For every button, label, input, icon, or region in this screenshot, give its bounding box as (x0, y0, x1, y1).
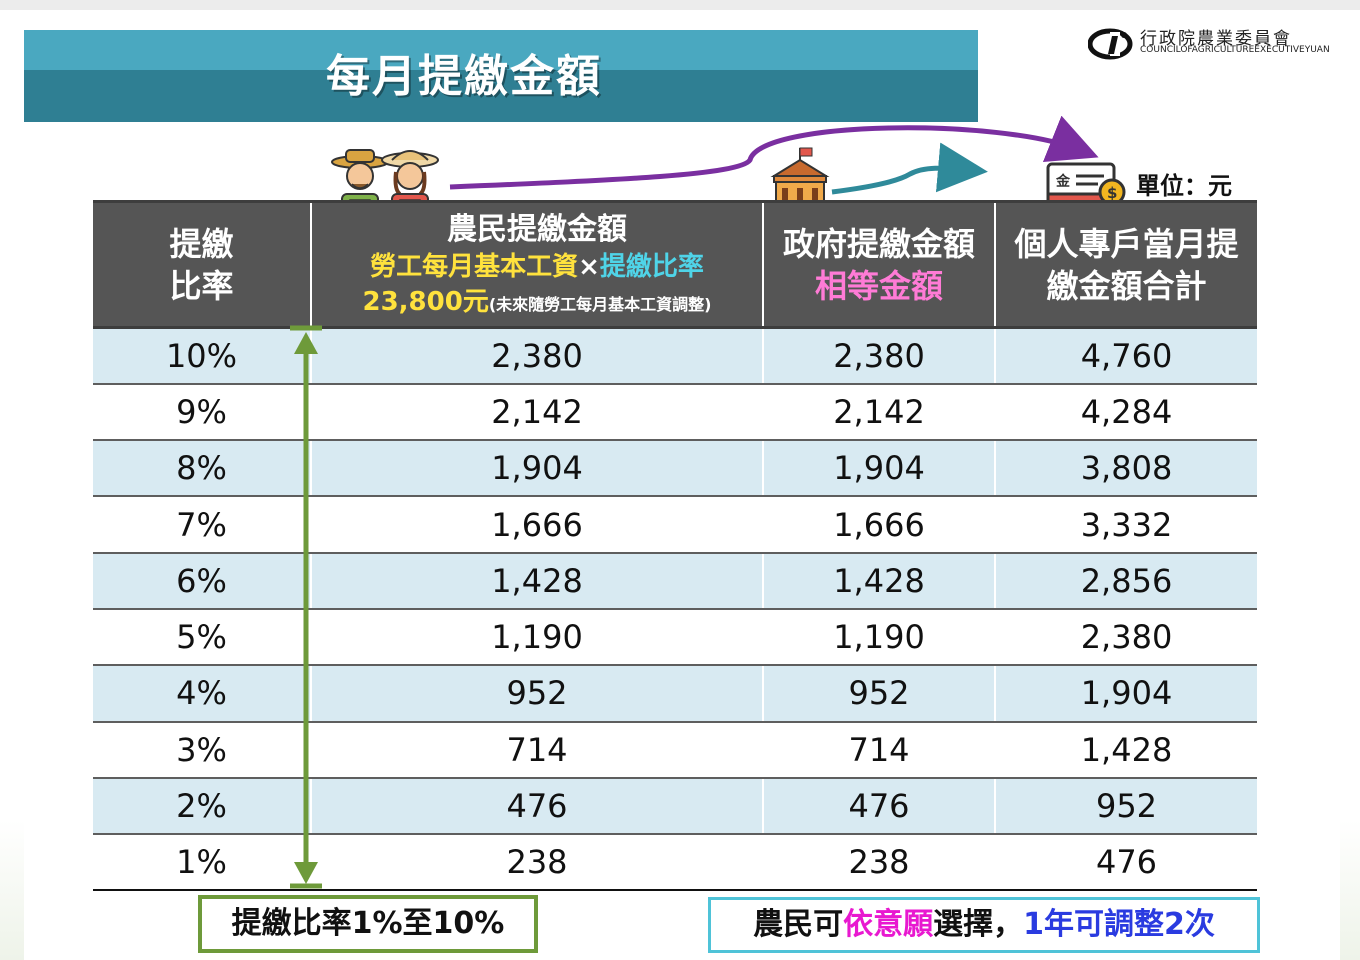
government-amount-cell: 952 (763, 665, 996, 723)
government-amount-cell: 238 (763, 834, 996, 892)
svg-text:$: $ (1107, 184, 1117, 202)
header-government: 政府提繳金額 相等金額 (763, 200, 996, 329)
table-row: 1% 238 238 476 (93, 834, 1257, 892)
farmer-amount-cell: 2,142 (311, 383, 764, 442)
header-farmer: 農民提繳金額 勞工每月基本工資×提繳比率 23,800元(未來隨勞工每月基本工資… (311, 200, 764, 329)
header-farmer-formula-b: 提繳比率 (599, 251, 704, 282)
header-farmer-formula-x: × (578, 251, 600, 282)
header-total-line1: 個人專戶當月提 (1014, 224, 1239, 263)
coa-emblem-icon (1088, 28, 1133, 60)
rate-cell: 6% (93, 552, 312, 610)
government-amount-cell: 1,666 (763, 496, 996, 554)
rate-cell: 4% (93, 665, 312, 723)
farmer-amount-cell: 714 (311, 721, 764, 779)
total-amount-cell: 2,380 (995, 608, 1257, 667)
header-government-title: 政府提繳金額 (782, 224, 975, 263)
header-government-sub: 相等金額 (814, 266, 943, 305)
table-row: 8% 1,904 1,904 3,808 (93, 440, 1257, 498)
header-farmer-formula-a: 勞工每月基本工資 (370, 251, 579, 282)
rate-cell: 7% (93, 496, 312, 554)
rate-cell: 9% (93, 383, 312, 442)
header-rate: 提繳 比率 (93, 200, 312, 329)
farmer-amount-cell: 952 (311, 665, 764, 723)
title-banner (24, 30, 978, 122)
total-amount-cell: 952 (995, 777, 1257, 836)
total-amount-cell: 2,856 (995, 552, 1257, 610)
farmer-amount-cell: 1,666 (311, 496, 764, 554)
rate-cell: 3% (93, 721, 312, 779)
adjustment-note: 農民可依意願選擇，1年可調整2次 (708, 897, 1260, 953)
adjustment-note-b: 依意願 (843, 907, 934, 942)
rate-cell: 1% (93, 834, 312, 892)
header-rate-line1: 提繳 (169, 224, 234, 263)
total-amount-cell: 476 (995, 834, 1257, 892)
farmer-amount-cell: 2,380 (311, 327, 764, 385)
table-row: 9% 2,142 2,142 4,284 (93, 383, 1257, 442)
logo-text-zh: 行政院農業委員會 (1140, 29, 1292, 49)
rate-cell: 10% (93, 327, 312, 385)
total-amount-cell: 4,284 (995, 383, 1257, 442)
farmer-amount-cell: 238 (311, 834, 764, 892)
coa-logo: 行政院農業委員會 COUNCILOFAGRICULTUREEXECUTIVEYU… (1088, 24, 1340, 64)
rate-range-note: 提繳比率1%至10% (198, 895, 538, 953)
farmer-amount-cell: 476 (311, 777, 764, 836)
contribution-table: 提繳 比率 農民提繳金額 勞工每月基本工資×提繳比率 23,800元(未來隨勞工… (93, 200, 1257, 892)
header-rate-line2: 比率 (169, 266, 234, 305)
farmer-amount-cell: 1,190 (311, 608, 764, 667)
government-amount-cell: 1,904 (763, 440, 996, 498)
government-amount-cell: 476 (763, 777, 996, 836)
farmer-amount-cell: 1,904 (311, 440, 764, 498)
logo-text-en: COUNCILOFAGRICULTUREEXECUTIVEYUAN (1140, 45, 1330, 55)
header-farmer-title: 農民提繳金額 (447, 211, 627, 247)
table-row: 5% 1,190 1,190 2,380 (93, 608, 1257, 667)
government-amount-cell: 2,142 (763, 383, 996, 442)
government-amount-cell: 714 (763, 721, 996, 779)
unit-label: 單位：元 (1136, 172, 1232, 200)
rate-cell: 8% (93, 440, 312, 498)
svg-text:金: 金 (1055, 173, 1071, 190)
government-amount-cell: 1,190 (763, 608, 996, 667)
table-row: 7% 1,666 1,666 3,332 (93, 496, 1257, 554)
table-row: 10% 2,380 2,380 4,760 (93, 327, 1257, 385)
header-farmer-note: (未來隨勞工每月基本工資調整) (488, 294, 712, 314)
government-amount-cell: 2,380 (763, 327, 996, 385)
rate-cell: 2% (93, 777, 312, 836)
farmer-amount-cell: 1,428 (311, 552, 764, 610)
table-row: 6% 1,428 1,428 2,856 (93, 552, 1257, 610)
adjustment-note-a: 農民可 (753, 907, 844, 942)
header-farmer-amount: 23,800元 (362, 286, 489, 317)
total-amount-cell: 3,332 (995, 496, 1257, 554)
table-header-row: 提繳 比率 農民提繳金額 勞工每月基本工資×提繳比率 23,800元(未來隨勞工… (93, 200, 1257, 329)
total-amount-cell: 3,808 (995, 440, 1257, 498)
page-title: 每月提繳金額 (326, 51, 602, 102)
total-amount-cell: 1,428 (995, 721, 1257, 779)
total-amount-cell: 4,760 (995, 327, 1257, 385)
adjustment-note-c: 選擇， (933, 907, 1024, 942)
government-amount-cell: 1,428 (763, 552, 996, 610)
table-row: 2% 476 476 952 (93, 777, 1257, 836)
total-amount-cell: 1,904 (995, 665, 1257, 723)
table-row: 4% 952 952 1,904 (93, 665, 1257, 723)
header-total-line2: 繳金額合計 (1046, 266, 1207, 305)
rate-cell: 5% (93, 608, 312, 667)
adjustment-note-d: 1年可調整2次 (1023, 907, 1215, 942)
header-total: 個人專戶當月提 繳金額合計 (995, 200, 1257, 329)
table-row: 3% 714 714 1,428 (93, 721, 1257, 779)
